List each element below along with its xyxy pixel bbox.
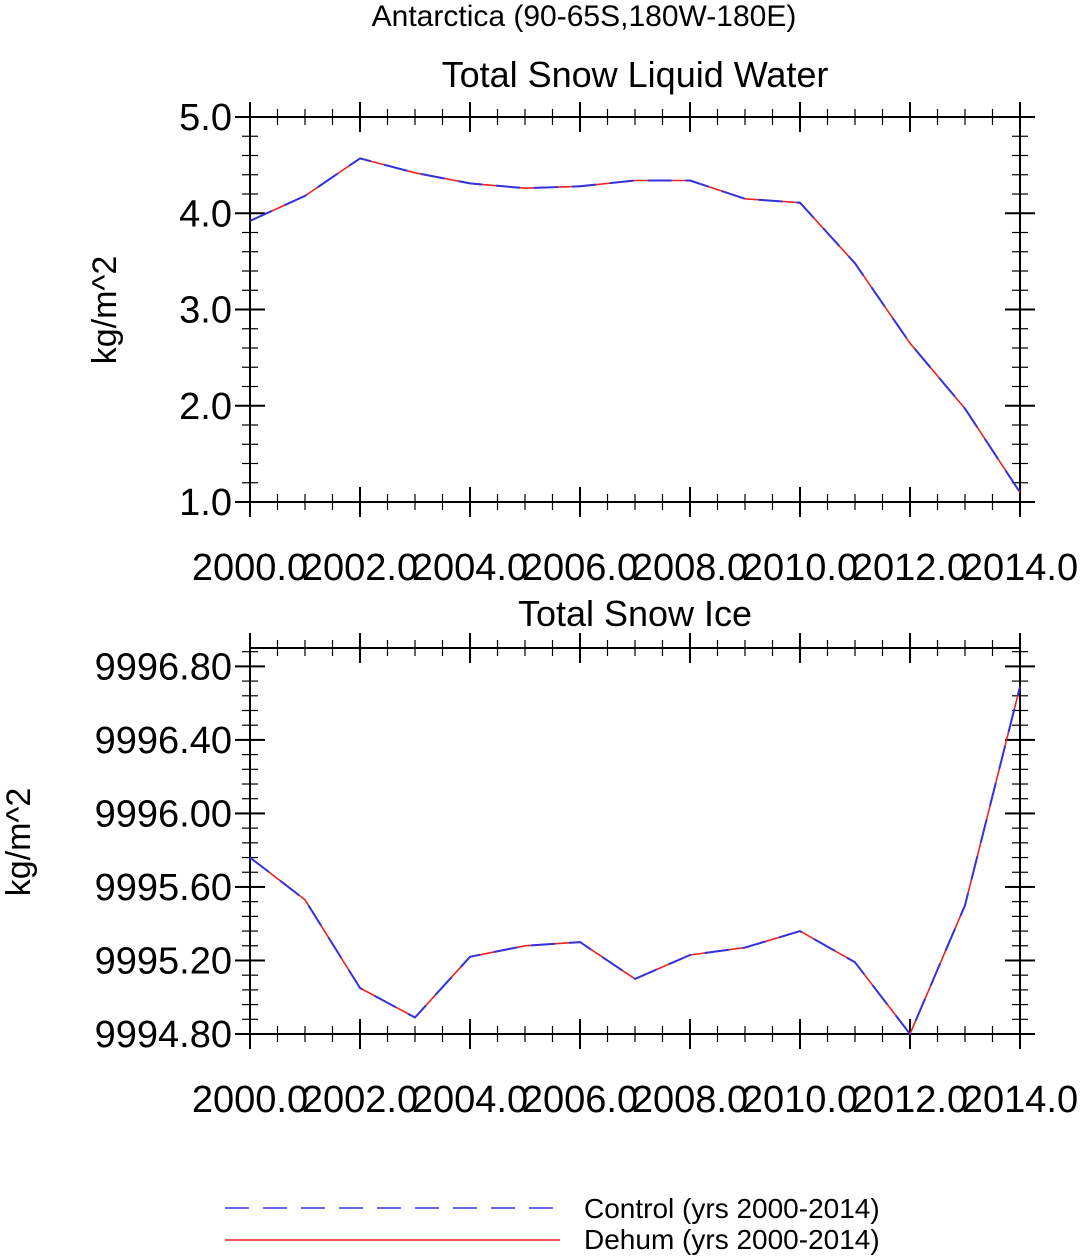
y-ticks xyxy=(235,651,1035,1035)
chart-panel-snow-liquid-water: Total Snow Liquid Water kg/m^2 2000.0200… xyxy=(86,54,1078,589)
x-tick-label: 2008.0 xyxy=(632,547,748,589)
y-ticks xyxy=(235,116,1035,503)
series-line-control xyxy=(249,686,1021,1035)
y-axis-label: kg/m^2 xyxy=(86,256,124,365)
series-line-control xyxy=(249,157,1021,493)
y-tick-label: 1.0 xyxy=(179,482,232,524)
x-tick-label: 2014.0 xyxy=(962,547,1078,589)
y-axis-label: kg/m^2 xyxy=(0,788,38,897)
x-tick-label: 2010.0 xyxy=(742,547,858,589)
main-title: Antarctica (90-65S,180W-180E) xyxy=(372,0,797,33)
x-tick-label: 2008.0 xyxy=(632,1079,748,1121)
chart-title: Total Snow Ice xyxy=(518,593,752,634)
chart-panel-snow-ice: Total Snow Ice kg/m^2 2000.02002.02004.0… xyxy=(0,593,1078,1121)
y-tick-label: 9995.60 xyxy=(95,867,232,909)
x-tick-label: 2010.0 xyxy=(742,1079,858,1121)
legend: Control (yrs 2000-2014) Dehum (yrs 2000-… xyxy=(225,1193,880,1255)
x-tick-label: 2006.0 xyxy=(522,1079,638,1121)
y-tick-label: 9996.00 xyxy=(95,793,232,835)
x-tick-label: 2002.0 xyxy=(302,1079,418,1121)
y-tick-label: 5.0 xyxy=(179,97,232,139)
legend-label-control: Control (yrs 2000-2014) xyxy=(584,1193,880,1224)
x-tick-label: 2000.0 xyxy=(192,1079,308,1121)
plot-frame xyxy=(249,116,1021,503)
series-line-dehum xyxy=(249,686,1021,1035)
x-tick-label: 2012.0 xyxy=(852,1079,968,1121)
plot-frame xyxy=(249,647,1021,1035)
x-ticks xyxy=(249,102,1021,517)
y-tick-label: 4.0 xyxy=(179,193,232,235)
x-tick-label: 2000.0 xyxy=(192,547,308,589)
x-tick-label: 2012.0 xyxy=(852,547,968,589)
x-tick-label: 2004.0 xyxy=(412,547,528,589)
chart-title: Total Snow Liquid Water xyxy=(442,54,829,95)
x-tick-label: 2004.0 xyxy=(412,1079,528,1121)
y-tick-label: 2.0 xyxy=(179,386,232,428)
x-tick-label: 2002.0 xyxy=(302,547,418,589)
x-tick-label: 2014.0 xyxy=(962,1079,1078,1121)
y-tick-label: 9996.80 xyxy=(95,646,232,688)
y-tick-label: 9996.40 xyxy=(95,720,232,762)
x-tick-label: 2006.0 xyxy=(522,547,638,589)
y-tick-label: 9995.20 xyxy=(95,940,232,982)
y-tick-label: 3.0 xyxy=(179,290,232,332)
legend-label-dehum: Dehum (yrs 2000-2014) xyxy=(584,1224,880,1255)
series-line-dehum xyxy=(249,157,1021,493)
y-tick-label: 9994.80 xyxy=(95,1014,232,1056)
x-ticks xyxy=(249,633,1021,1049)
